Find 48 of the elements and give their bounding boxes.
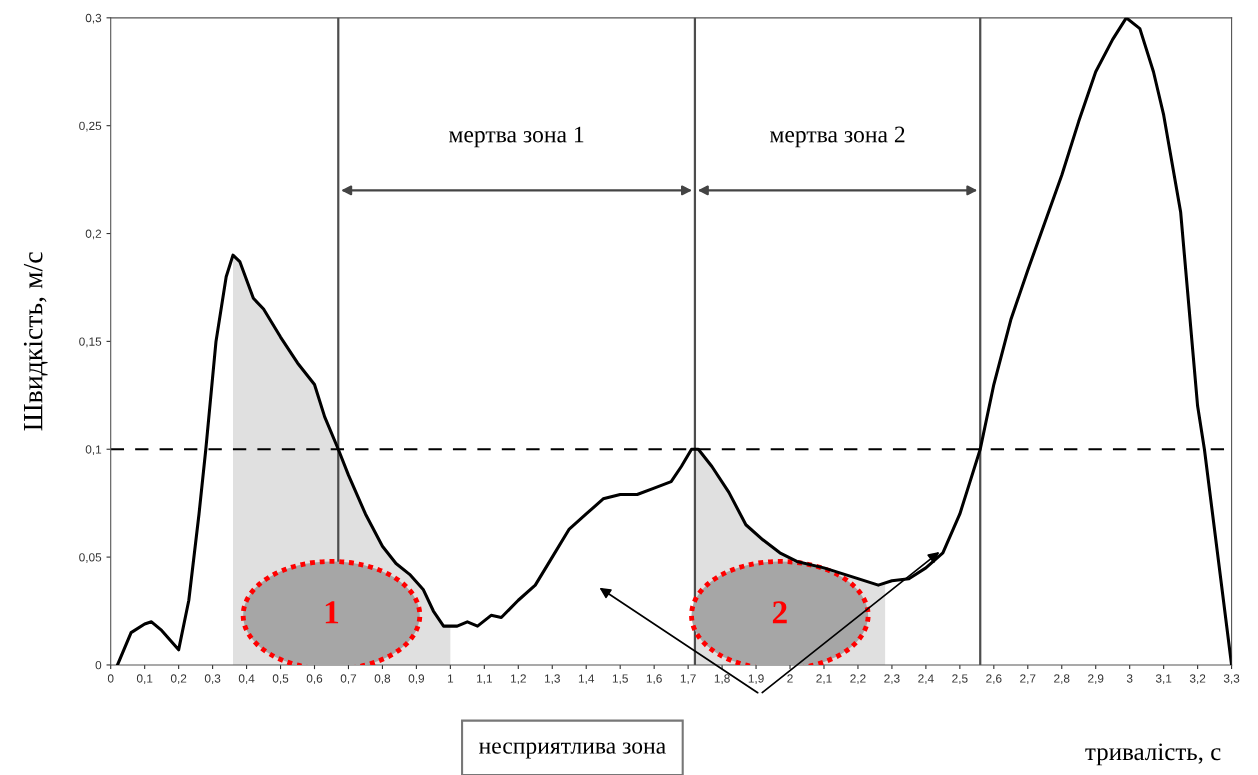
x-tick-label: 1 [447,674,454,683]
x-tick-label: 1,7 [680,674,696,685]
x-tick-label: 2,7 [1020,674,1036,685]
x-tick-label: 1,1 [477,674,492,685]
x-tick-label: 1,4 [578,674,595,685]
x-tick-label: 3,3 [1223,674,1240,685]
x-tick-label: 0 [107,674,114,683]
x-tick-label: 2,4 [918,674,934,685]
x-tick-label: 2,8 [1054,674,1070,685]
x-axis-title: тривалість, с [1085,743,1221,766]
x-tick-label: 3 [1126,674,1133,683]
x-tick-label: 2,2 [850,674,866,685]
x-tick-label: 1,5 [612,674,628,685]
y-tick-label: 0,2 [85,229,102,240]
text: несприятлива зона [479,742,666,759]
x-tick-label: 2,6 [986,674,1002,685]
y-tick-label: 0,25 [79,121,102,132]
x-tick-label: 0,6 [306,674,323,685]
x-tick-label: 1,8 [714,674,730,685]
x-tick-label: 2,5 [952,674,968,685]
y-tick-label: 0 [95,660,102,670]
x-tick-label: 1,9 [748,674,764,685]
x-tick-label: 2,1 [816,674,832,685]
x-tick-label: 0,8 [374,674,391,685]
y-axis-title: Швидкість, м/с [23,252,48,431]
y-tick-label: 0,3 [85,13,102,24]
x-tick-label: 2,3 [884,674,900,685]
annotation: 2 [772,601,787,624]
x-tick-label: 2,9 [1088,674,1104,685]
x-tick-label: 0,4 [238,674,255,685]
x-tick-label: 0,1 [136,674,153,685]
y-tick-label: 0,1 [85,445,102,456]
x-tick-label: 0,2 [170,674,187,685]
x-tick-label: 0,3 [204,674,221,685]
x-tick-label: 0,9 [408,674,425,685]
x-tick-label: 1,2 [510,674,526,685]
y-tick-label: 0,15 [79,337,102,348]
annotation: 1 [325,601,339,624]
x-tick-label: 3,2 [1189,674,1206,685]
x-tick-label: 2 [787,674,793,683]
x-tick-label: 0,7 [340,674,357,685]
annotation: мертва зона 2 [770,126,905,148]
y-tick-label: 0,05 [79,553,102,563]
x-tick-label: 1,3 [544,674,560,685]
annotation: мертва зона 1 [449,126,584,148]
x-tick-label: 0,5 [272,674,289,685]
x-tick-label: 3,1 [1155,674,1172,685]
x-tick-label: 1,6 [646,674,662,685]
